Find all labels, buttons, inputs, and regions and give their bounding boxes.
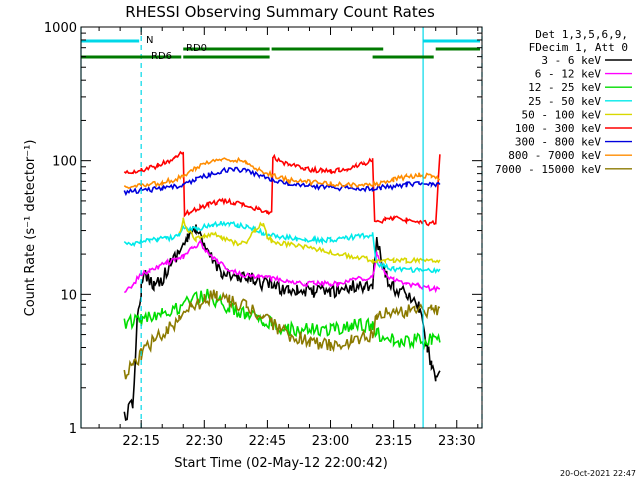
legend-entry-3: 12 - 25 keV <box>528 81 601 94</box>
marker-label-3: RD6 <box>151 51 172 62</box>
legend-entry-4: 25 - 50 keV <box>528 95 601 108</box>
plot-frame <box>80 26 483 429</box>
x-tick-label-2: 22:30 <box>186 434 223 449</box>
legend-entry-5: 50 - 100 keV <box>522 108 602 121</box>
x-tick-label-3: 22:45 <box>249 434 286 449</box>
marker-label-1: N <box>146 35 153 46</box>
legend-entry-6: 100 - 300 keV <box>515 122 601 135</box>
y-tick-label-3: 100 <box>52 155 77 170</box>
series-line-9 <box>123 289 441 380</box>
legend-entry-7: 300 - 800 keV <box>515 136 601 149</box>
y-tick-label-1: 1 <box>69 422 77 437</box>
series-line-8 <box>123 156 441 190</box>
series-line-3 <box>123 288 441 351</box>
legend: Det 1,3,5,6,9,FDecim 1, Att 03 - 6 keV6 … <box>495 28 632 176</box>
x-tick-label-1: 22:15 <box>122 434 159 449</box>
legend-entry-1: 3 - 6 keV <box>541 54 601 67</box>
marker-label-2: RD0 <box>186 43 207 54</box>
y-tick-label-2: 10 <box>60 288 77 303</box>
series-layer <box>123 150 441 421</box>
chart-title: RHESSI Observing Summary Count Rates <box>125 3 435 21</box>
series-line-4 <box>123 220 441 275</box>
generation-timestamp: 20-Oct-2021 22:47 <box>560 469 636 478</box>
legend-entry-8: 800 - 7000 keV <box>508 149 601 162</box>
x-tick-label-6: 23:30 <box>438 434 475 449</box>
y-axis-label: Count Rate (s⁻¹ detector⁻¹) <box>23 140 38 317</box>
x-tick-label-5: 23:15 <box>375 434 412 449</box>
axis-layer: 22:15 22:30 22:45 23:00 23:15 23:30 1 10 100 1000 <box>44 21 482 449</box>
legend-entry-9: 7000 - 15000 keV <box>495 163 601 176</box>
series-line-7 <box>123 166 441 197</box>
marker-layer: N RD0 RD6 <box>80 27 483 428</box>
x-axis-label: Start Time (02-May-12 22:00:42) <box>174 456 388 471</box>
legend-header-line-2: FDecim 1, Att 0 <box>529 41 628 54</box>
x-tick-label-4: 23:00 <box>312 434 349 449</box>
series-line-5 <box>178 217 441 265</box>
series-line-6 <box>123 150 441 227</box>
y-tick-label-4: 1000 <box>44 21 77 36</box>
legend-entry-2: 6 - 12 keV <box>535 68 602 81</box>
series-line-1 <box>123 224 441 421</box>
legend-header-line-1: Det 1,3,5,6,9, <box>535 28 628 41</box>
